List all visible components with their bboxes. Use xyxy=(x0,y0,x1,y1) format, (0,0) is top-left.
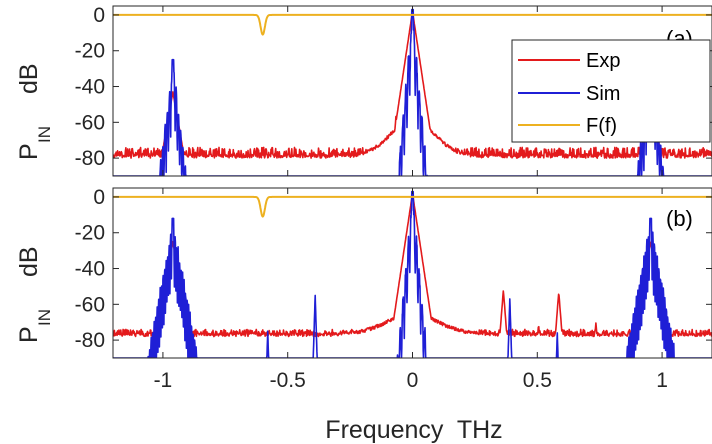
y-tick-label: -80 xyxy=(75,329,105,352)
x-tick-label: 0 xyxy=(407,369,419,392)
series-ff-line-a xyxy=(113,13,712,36)
ylabel-unit-a: dB xyxy=(15,63,43,94)
x-tick-label: -0.5 xyxy=(270,369,306,392)
ylabel-sub-a: IN xyxy=(35,126,54,143)
ylabel-unit-b: dB xyxy=(15,246,43,277)
x-tick-label: 1 xyxy=(656,369,668,392)
y-tick-label: -20 xyxy=(75,40,105,63)
ylabel-main-b: P xyxy=(15,326,43,343)
panel-b: 0 -20 -40 -60 -80 -1 -0.5 0 0.5 1 (b) P IN dB Fr… xyxy=(15,186,712,444)
x-tick-label: 0.5 xyxy=(523,369,552,392)
y-tick-label: 0 xyxy=(93,186,105,209)
ylabel-main-a: P xyxy=(15,143,43,160)
ylabel-b: P IN dB xyxy=(15,246,54,343)
y-tick-label: -60 xyxy=(75,293,105,316)
y-tick-label: 0 xyxy=(93,4,105,27)
y-tick-label: -40 xyxy=(75,258,105,281)
series-ff-line-b xyxy=(113,195,712,218)
y-tick-label: -60 xyxy=(75,111,105,134)
y-tick-label: -20 xyxy=(75,222,105,245)
y-tick-label: -40 xyxy=(75,76,105,99)
legend-label-ff: F(f) xyxy=(586,115,617,137)
panel-a: 0-20-40-60-80 (a) P IN dB Exp Sim F(f) xyxy=(15,4,712,177)
x-tick-label: -1 xyxy=(154,369,173,392)
legend-label-sim: Sim xyxy=(586,83,620,105)
legend: Exp Sim F(f) xyxy=(511,39,711,143)
ylabel-a: P IN dB xyxy=(15,63,54,160)
x-axis-label: Frequency THz xyxy=(325,416,502,444)
panel-label-b: (b) xyxy=(666,206,693,231)
ylabel-sub-b: IN xyxy=(35,309,54,326)
y-tick-label: -80 xyxy=(75,147,105,170)
legend-label-exp: Exp xyxy=(586,50,620,72)
